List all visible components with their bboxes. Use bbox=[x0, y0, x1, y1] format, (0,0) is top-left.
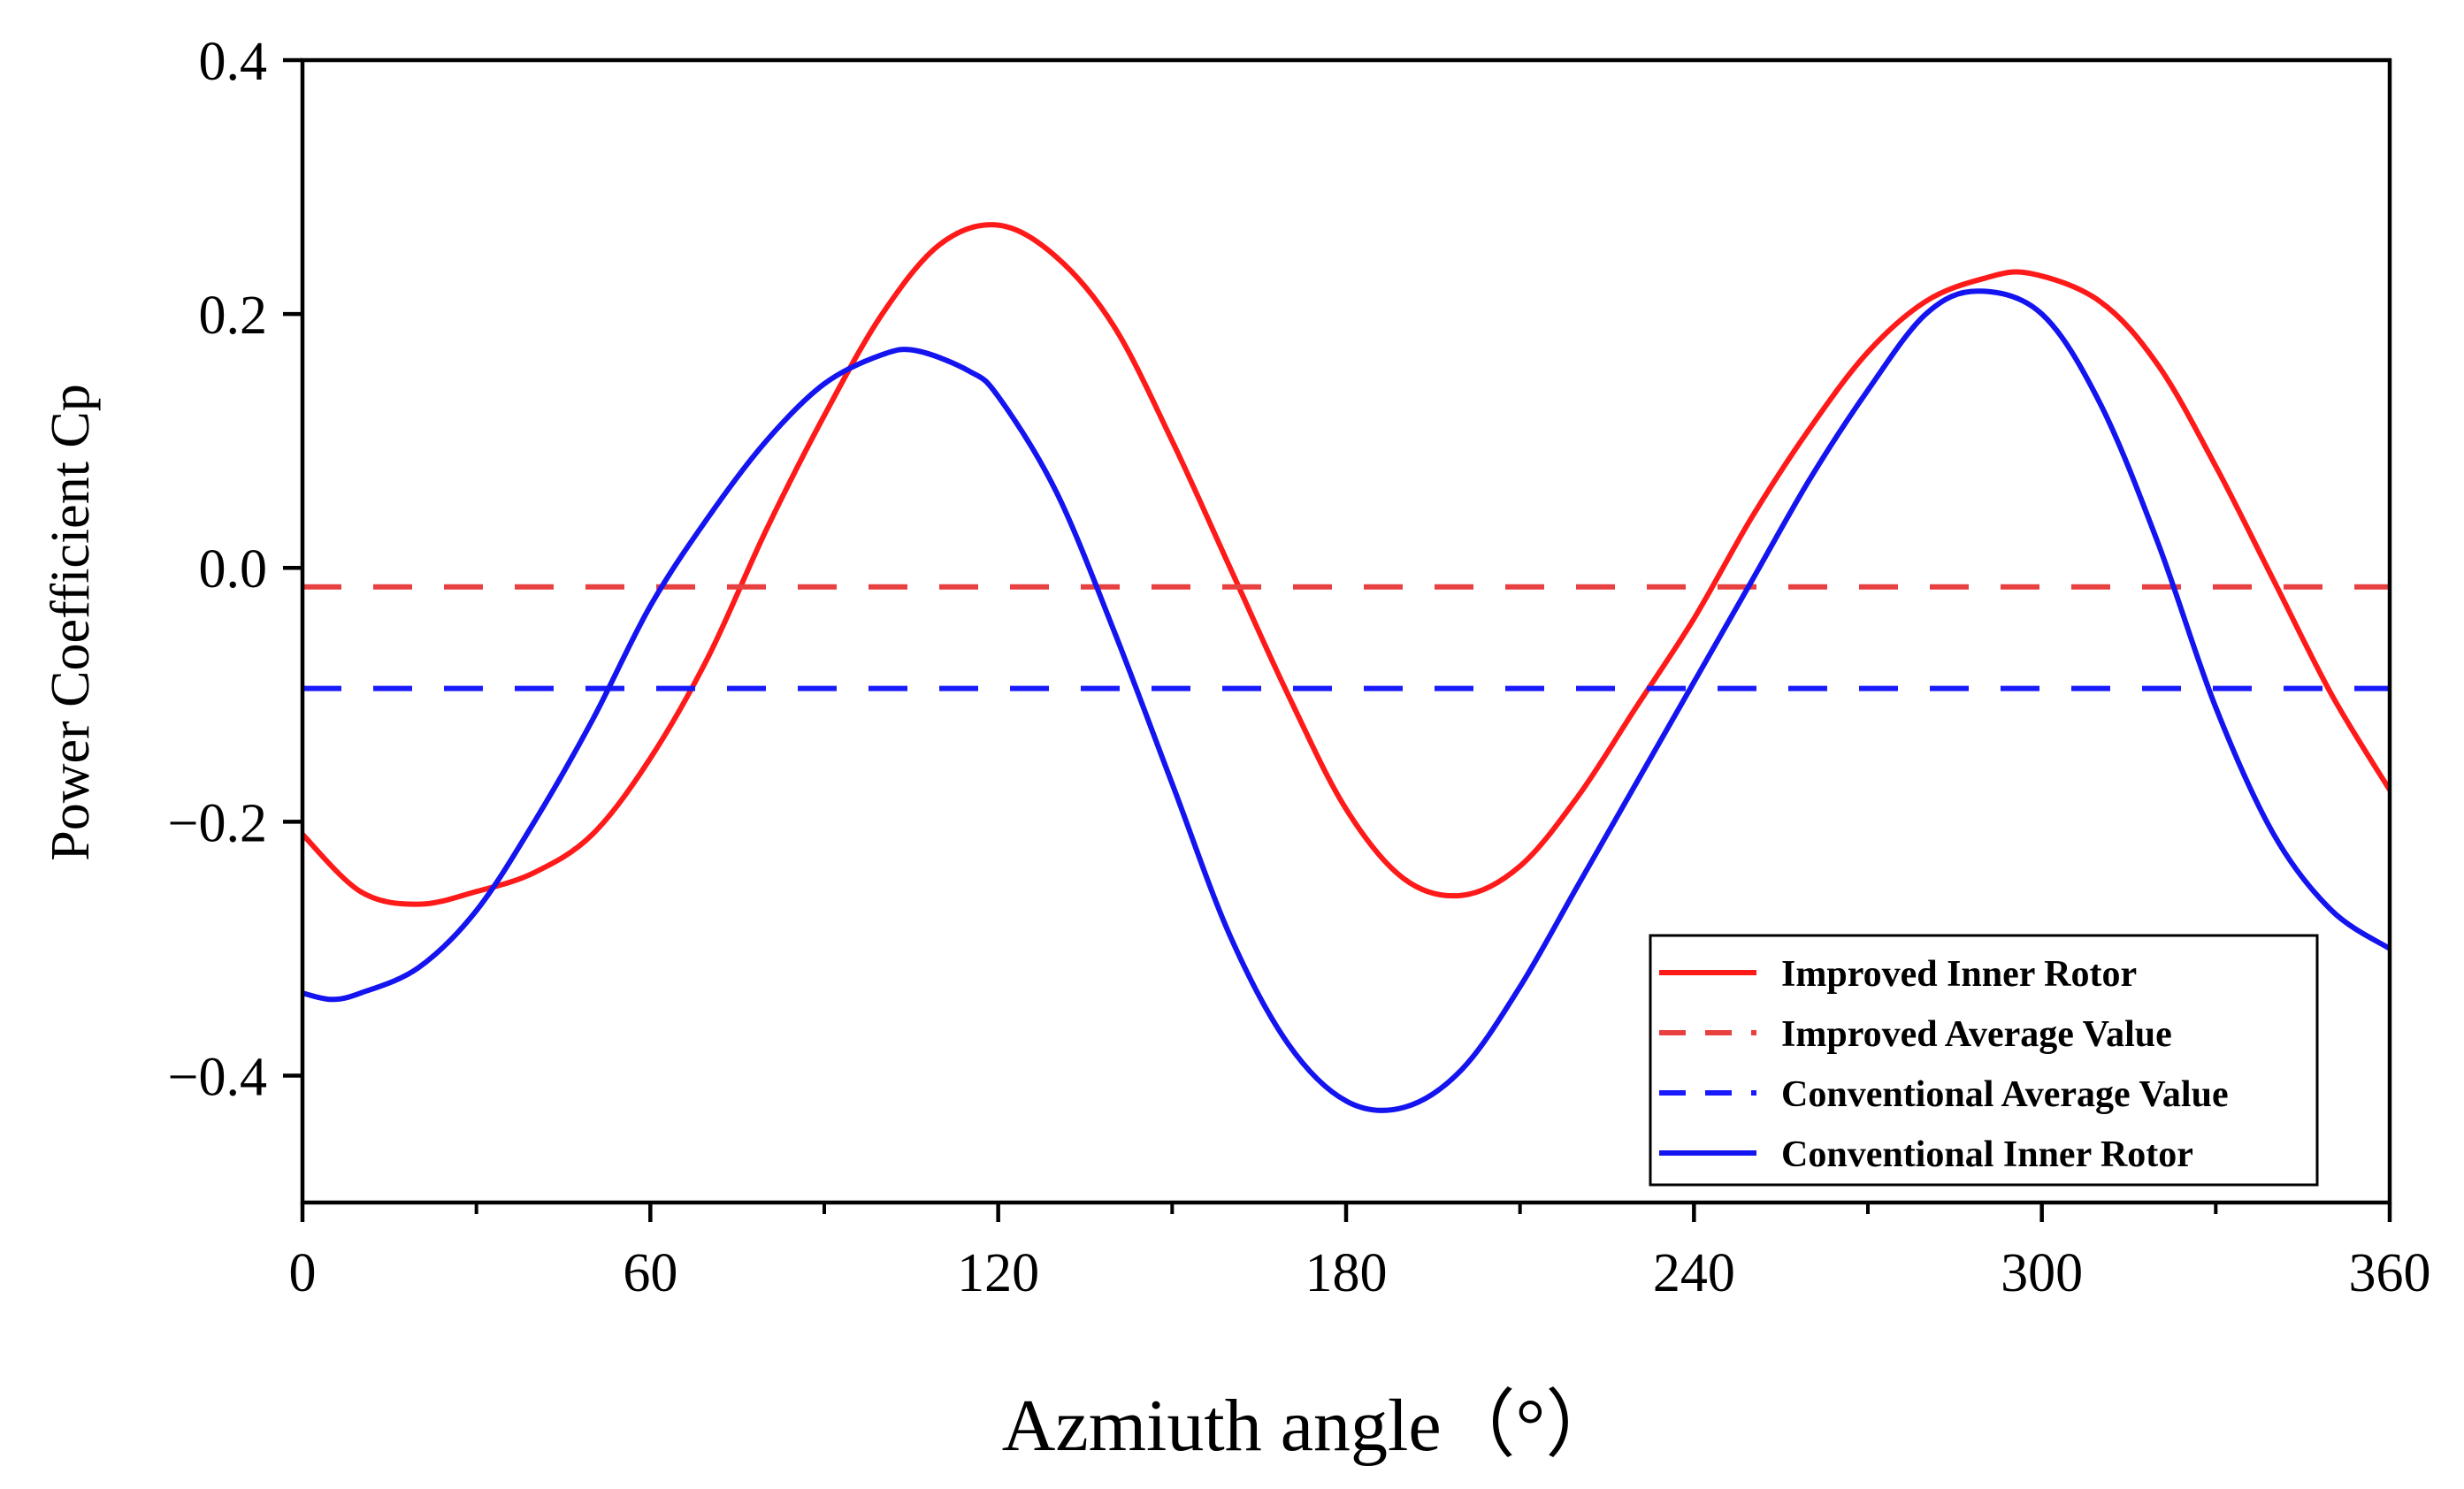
x-tick-label: 240 bbox=[1653, 1243, 1735, 1303]
series-line-improved-inner-rotor bbox=[302, 222, 2390, 907]
x-tick-label: 180 bbox=[1305, 1243, 1388, 1303]
x-tick-label: 300 bbox=[2001, 1243, 2083, 1303]
y-axis-title: Power Coefficient Cp bbox=[41, 384, 101, 861]
x-tick-label: 60 bbox=[623, 1243, 677, 1303]
y-tick-label: −0.2 bbox=[168, 793, 267, 853]
series-line-conventional-inner-rotor bbox=[302, 288, 2390, 1113]
legend-label-improved-average-value: Improved Average Value bbox=[1781, 1014, 2172, 1055]
legend-label-conventional-inner-rotor: Conventional Inner Rotor bbox=[1781, 1134, 2193, 1175]
series-layer bbox=[302, 222, 2390, 1113]
legend-label-improved-inner-rotor: Improved Inner Rotor bbox=[1781, 954, 2137, 995]
y-tick-label: 0.4 bbox=[199, 32, 268, 92]
legend-box bbox=[1649, 934, 2319, 1187]
x-tick-label: 360 bbox=[2349, 1243, 2431, 1303]
x-tick-label: 0 bbox=[289, 1243, 317, 1303]
x-axis-title: Azmiuth angle（°） bbox=[1002, 1385, 1619, 1467]
legend: Improved Inner Rotor Improved Average Val… bbox=[1649, 934, 2319, 1187]
x-tick-label: 120 bbox=[957, 1243, 1039, 1303]
legend-label-conventional-average-value: Conventional Average Value bbox=[1781, 1074, 2229, 1115]
axis-layer: 0 60 120 180 240 300 360 0.4 0.2 0.0 −0.2 −0.4 bbox=[168, 32, 2431, 1303]
y-tick-label: 0.0 bbox=[199, 539, 268, 599]
y-tick-label: 0.2 bbox=[199, 286, 268, 346]
y-tick-label: −0.4 bbox=[168, 1047, 267, 1107]
